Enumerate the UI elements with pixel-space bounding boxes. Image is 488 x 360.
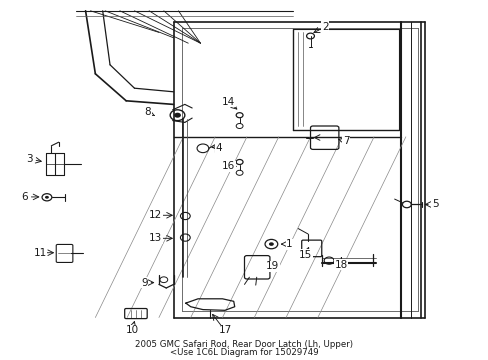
Text: 3: 3 [26,154,33,164]
Text: 19: 19 [265,261,279,271]
Text: <Use 1C6L Diagram for 15029749: <Use 1C6L Diagram for 15029749 [170,348,318,356]
Circle shape [174,113,181,118]
Text: 12: 12 [148,210,162,220]
Circle shape [45,196,49,199]
Text: 11: 11 [33,248,47,258]
Text: 2: 2 [321,22,328,32]
Text: 4: 4 [215,143,222,153]
Text: 17: 17 [218,325,231,336]
Circle shape [268,242,273,246]
Text: 14: 14 [221,96,235,107]
Text: 9: 9 [141,278,147,288]
Text: 6: 6 [21,192,28,202]
Text: 16: 16 [221,161,235,171]
Text: 1: 1 [285,239,292,249]
Text: 18: 18 [334,260,347,270]
Text: 2005 GMC Safari Rod, Rear Door Latch (Lh, Upper): 2005 GMC Safari Rod, Rear Door Latch (Lh… [135,341,353,349]
Text: 15: 15 [298,249,312,260]
Text: 10: 10 [125,325,138,335]
Text: 5: 5 [431,199,438,210]
Text: 8: 8 [144,107,151,117]
Text: 13: 13 [148,233,162,243]
Text: 7: 7 [342,136,349,146]
